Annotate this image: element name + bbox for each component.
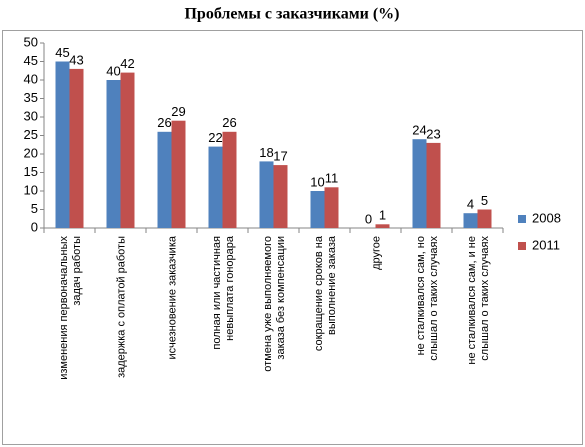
value-label: 43 xyxy=(69,52,83,67)
y-tick-label: 10 xyxy=(24,182,38,197)
y-tick-label: 35 xyxy=(24,90,38,105)
bar xyxy=(324,187,339,228)
chart-title: Проблемы с заказчиками (%) xyxy=(184,6,399,23)
y-tick-label: 5 xyxy=(31,201,38,216)
value-label: 24 xyxy=(412,123,426,138)
y-tick-label: 50 xyxy=(24,34,38,49)
value-label: 29 xyxy=(171,104,185,119)
x-tick-label: задержка с оплатой работы xyxy=(116,236,128,378)
value-label: 0 xyxy=(365,211,372,226)
bar xyxy=(259,161,274,228)
value-label: 4 xyxy=(467,197,474,212)
bar xyxy=(426,142,441,228)
value-label: 10 xyxy=(310,174,324,189)
y-tick-label: 20 xyxy=(24,145,38,160)
bar xyxy=(157,131,172,228)
y-tick-label: 25 xyxy=(24,127,38,142)
value-label: 26 xyxy=(157,115,171,130)
chart-frame xyxy=(2,30,583,445)
bar xyxy=(69,68,84,229)
x-tick-label: отмена уже выполняемогозаказа без компен… xyxy=(262,236,287,372)
y-tick-label: 45 xyxy=(24,53,38,68)
value-label: 26 xyxy=(222,115,236,130)
y-tick-label: 0 xyxy=(31,219,38,234)
y-tick-label: 30 xyxy=(24,108,38,123)
value-label: 42 xyxy=(120,56,134,71)
bar xyxy=(310,191,325,228)
value-label: 40 xyxy=(106,63,120,78)
value-label: 22 xyxy=(208,130,222,145)
bar xyxy=(55,61,70,228)
bar xyxy=(273,165,288,228)
value-label: 11 xyxy=(325,171,339,186)
value-label: 23 xyxy=(426,126,440,141)
x-tick-label: не сталкивался сам, нослышал о таких слу… xyxy=(415,236,440,361)
legend-swatch xyxy=(518,242,526,250)
bar xyxy=(463,213,478,228)
bar xyxy=(412,139,427,228)
bar xyxy=(375,224,390,228)
x-tick-label: исчезновение заказчика xyxy=(167,235,179,359)
bar xyxy=(222,131,237,228)
bar xyxy=(120,72,135,228)
x-tick-label: другое xyxy=(371,236,383,270)
bar xyxy=(171,120,186,228)
x-tick-label: изменения первоначальныхзадач работы xyxy=(58,236,83,380)
x-tick-label: сокращение сроков навыполнение заказа xyxy=(313,235,338,351)
y-tick-label: 15 xyxy=(24,164,38,179)
legend-label: 2011 xyxy=(532,237,560,252)
value-label: 17 xyxy=(273,149,287,164)
legend-swatch xyxy=(518,215,526,223)
bar xyxy=(477,209,492,228)
x-tick-label: не сталкивался сам, и неслышал о таких с… xyxy=(466,236,491,365)
x-tick-label: полная или частичнаяневыплата гонорара xyxy=(211,235,236,350)
y-tick-label: 40 xyxy=(24,71,38,86)
bar xyxy=(106,80,121,228)
value-label: 5 xyxy=(481,193,488,208)
bar xyxy=(208,146,223,228)
value-label: 1 xyxy=(379,208,386,223)
legend-label: 2008 xyxy=(532,210,561,225)
value-label: 45 xyxy=(55,45,69,60)
value-label: 18 xyxy=(259,145,273,160)
